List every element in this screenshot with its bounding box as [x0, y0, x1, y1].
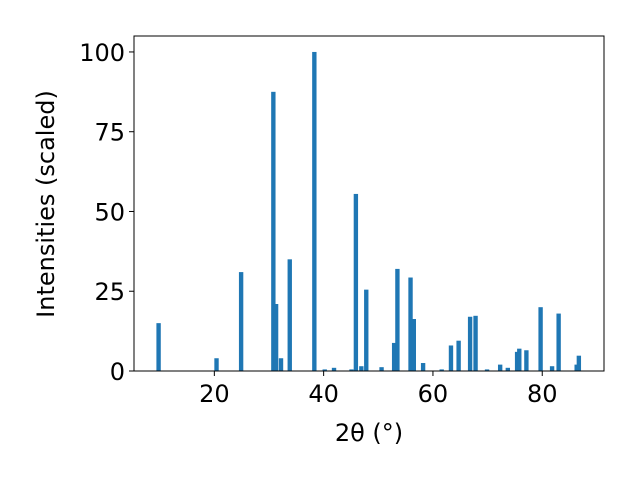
bar — [312, 51, 317, 371]
bar — [238, 272, 244, 371]
x-tick-label: 60 — [418, 380, 449, 408]
bar — [156, 323, 161, 371]
bar — [411, 319, 416, 371]
bar — [379, 367, 384, 371]
y-tick-label: 25 — [94, 278, 125, 306]
bar — [524, 350, 529, 371]
bar — [322, 369, 327, 371]
bar — [273, 304, 279, 371]
bar — [395, 268, 400, 371]
bar — [439, 369, 444, 371]
bar — [448, 345, 454, 371]
bar — [505, 367, 510, 371]
bar — [456, 340, 461, 371]
bar — [538, 307, 543, 371]
bar — [517, 348, 522, 371]
x-tick-label: 20 — [199, 380, 230, 408]
bar — [278, 358, 284, 371]
bar — [359, 366, 364, 371]
bar — [549, 366, 555, 371]
bar — [271, 91, 276, 371]
bar — [556, 313, 561, 371]
y-axis: 0 25 50 75 100 — [79, 39, 134, 386]
y-tick-label: 0 — [110, 358, 125, 386]
x-axis: 20 40 60 80 — [199, 371, 558, 408]
bar — [331, 367, 337, 371]
bar-series — [156, 51, 582, 371]
y-tick-label: 100 — [79, 39, 125, 67]
plot-frame — [133, 35, 605, 372]
bar — [484, 369, 490, 371]
y-tick-label: 75 — [94, 119, 125, 147]
bar — [364, 289, 369, 371]
bar — [391, 342, 397, 371]
x-axis-label: 2θ (°) — [335, 419, 403, 447]
bar — [214, 358, 219, 371]
bar — [287, 259, 292, 371]
bar — [353, 193, 359, 371]
bar — [576, 355, 582, 371]
bar — [473, 315, 478, 371]
y-axis-label: Intensities (scaled) — [32, 90, 60, 318]
bar — [349, 369, 354, 371]
bar — [497, 364, 503, 371]
y-tick-label: 50 — [94, 198, 125, 226]
bar — [408, 277, 413, 371]
x-tick-label: 80 — [527, 380, 558, 408]
bar — [420, 363, 426, 371]
x-tick-label: 40 — [308, 380, 339, 408]
bar — [467, 316, 473, 371]
